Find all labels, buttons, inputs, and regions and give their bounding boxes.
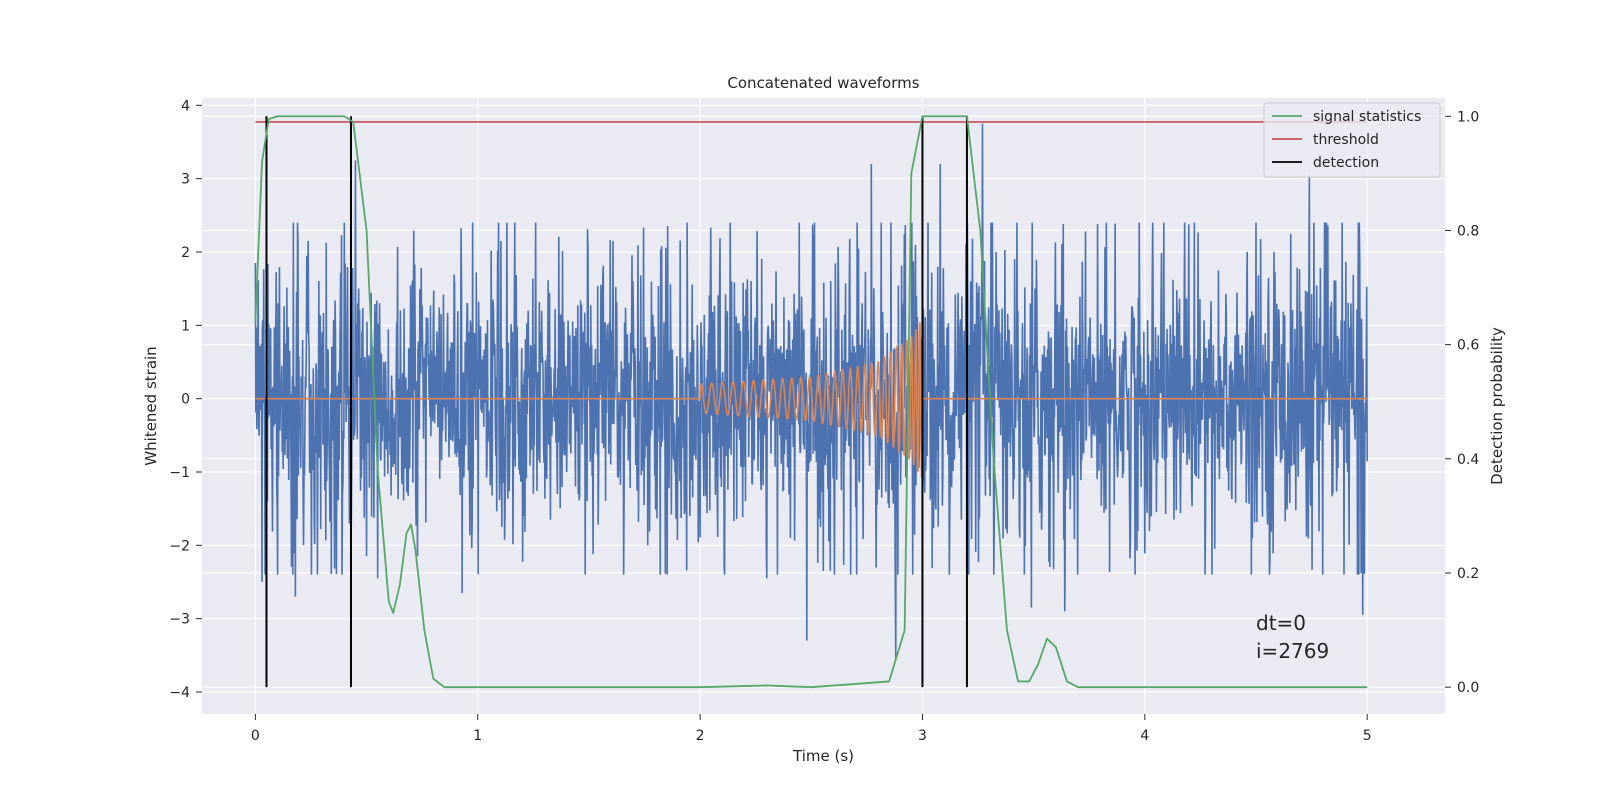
y2-tick-label-0: 0.0 bbox=[1457, 680, 1479, 696]
y2-tick-label-3: 0.6 bbox=[1457, 338, 1479, 354]
axis-ticks: 0 1 2 3 4 5 −4 −3 −2 −1 0 1 2 3 4 0.0 0.2 0.4 0.6 0.8 1.0 bbox=[169, 98, 1479, 744]
legend: signal statistics threshold detection bbox=[1263, 102, 1441, 178]
y-tick-label-5: 1 bbox=[181, 318, 190, 334]
y-tick-label-0: −4 bbox=[169, 685, 190, 701]
legend-label-threshold: threshold bbox=[1313, 132, 1379, 148]
x-axis-label: Time (s) bbox=[792, 747, 854, 765]
legend-label-signal-statistics: signal statistics bbox=[1313, 109, 1421, 125]
y2-tick-label-2: 0.4 bbox=[1457, 452, 1479, 468]
x-tick-label-4: 4 bbox=[1140, 728, 1149, 744]
annotation-index: i=2769 bbox=[1256, 639, 1329, 663]
y-tick-label-1: −3 bbox=[169, 612, 190, 628]
y2-tick-label-1: 0.2 bbox=[1457, 566, 1479, 582]
strain-series-line bbox=[254, 123, 1368, 660]
y-tick-label-8: 4 bbox=[181, 98, 190, 114]
y-axis-label: Whitened strain bbox=[142, 346, 160, 465]
signal-statistics-line bbox=[254, 115, 1368, 689]
y2-tick-label-5: 1.0 bbox=[1457, 109, 1479, 125]
y-tick-label-6: 2 bbox=[181, 245, 190, 261]
x-tick-label-0: 0 bbox=[251, 728, 260, 744]
x-tick-label-5: 5 bbox=[1363, 728, 1372, 744]
y2-axis-label: Detection probability bbox=[1488, 327, 1506, 485]
template-series-line bbox=[255, 322, 1368, 479]
y-tick-label-7: 3 bbox=[181, 172, 190, 188]
x-tick-label-2: 2 bbox=[696, 728, 705, 744]
legend-label-detection: detection bbox=[1313, 155, 1379, 171]
y-tick-label-2: −2 bbox=[169, 538, 190, 554]
x-tick-label-3: 3 bbox=[918, 728, 927, 744]
y-tick-label-3: −1 bbox=[169, 465, 190, 481]
y2-tick-label-4: 0.8 bbox=[1457, 223, 1479, 239]
x-tick-label-1: 1 bbox=[473, 728, 482, 744]
plot-area bbox=[254, 115, 1368, 689]
legend-box bbox=[1263, 102, 1441, 178]
chart-title: Concatenated waveforms bbox=[727, 74, 919, 92]
y-tick-label-4: 0 bbox=[181, 392, 190, 408]
annotation-dt: dt=0 bbox=[1256, 611, 1306, 635]
